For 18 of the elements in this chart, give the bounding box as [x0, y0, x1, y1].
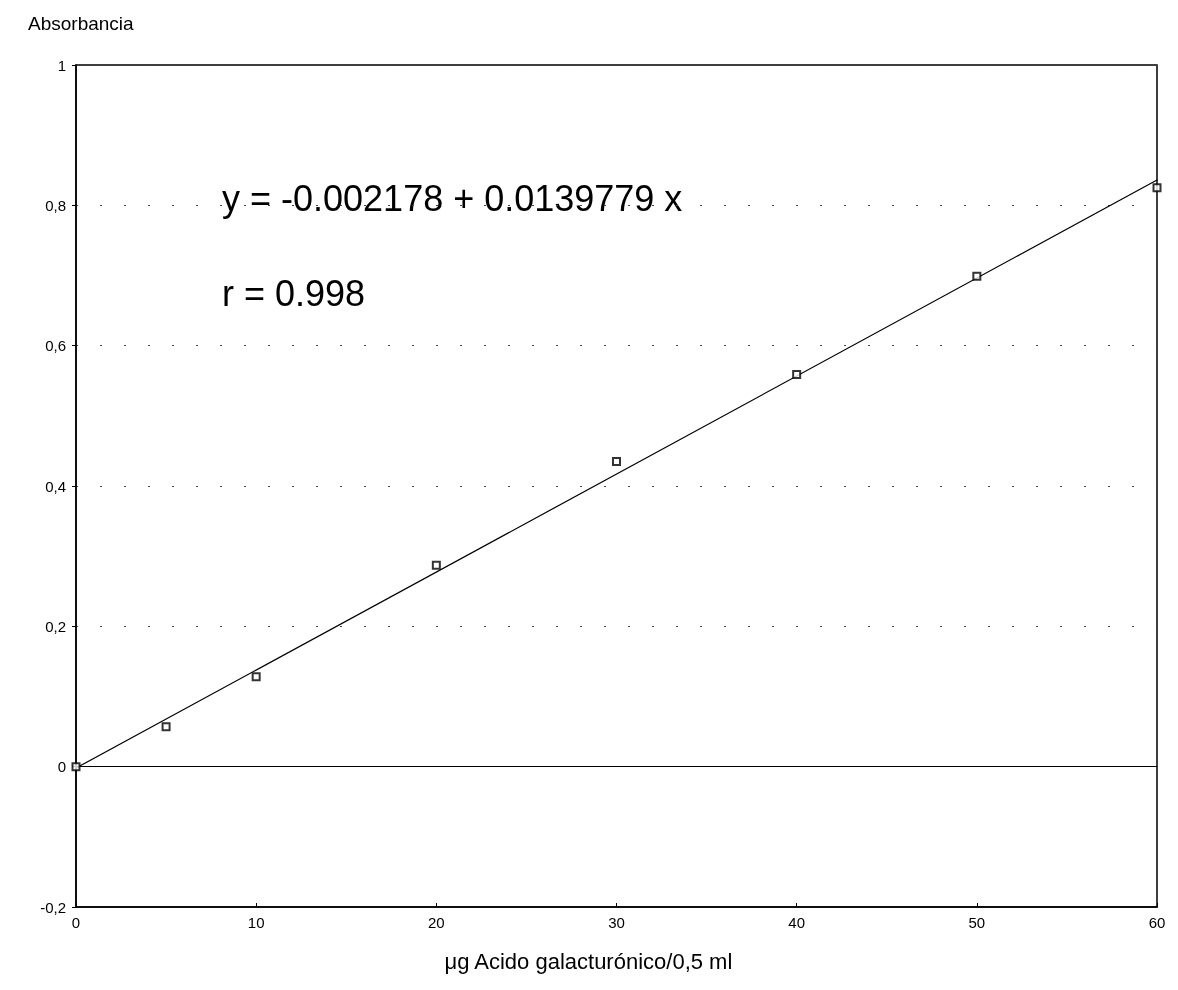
- annotation: y = -0.002178 + 0.0139779 x: [222, 177, 683, 219]
- y-axis-title: Absorbancia: [28, 13, 135, 34]
- x-axis-title: μg Acido galacturónico/0,5 ml: [444, 948, 733, 974]
- x-tick-label: 20: [427, 914, 445, 931]
- y-tick-label: 1: [57, 56, 66, 74]
- x-tick-label: 10: [247, 914, 265, 931]
- y-tick-label: -0,2: [40, 898, 66, 916]
- x-tick-label: 60: [1148, 914, 1166, 931]
- x-tick-label: 0: [71, 914, 81, 931]
- x-tick-label: 30: [608, 914, 625, 931]
- y-tick-label: 0,8: [45, 196, 66, 214]
- x-tick-label: 40: [788, 914, 806, 931]
- y-tick-label: 0: [57, 758, 66, 776]
- y-tick-label: 0,4: [45, 477, 66, 495]
- x-tick-label: 50: [968, 914, 986, 931]
- annotation: r = 0.998: [222, 272, 366, 314]
- y-tick-label: 0,6: [45, 337, 66, 355]
- y-tick-label: 0,2: [45, 617, 66, 635]
